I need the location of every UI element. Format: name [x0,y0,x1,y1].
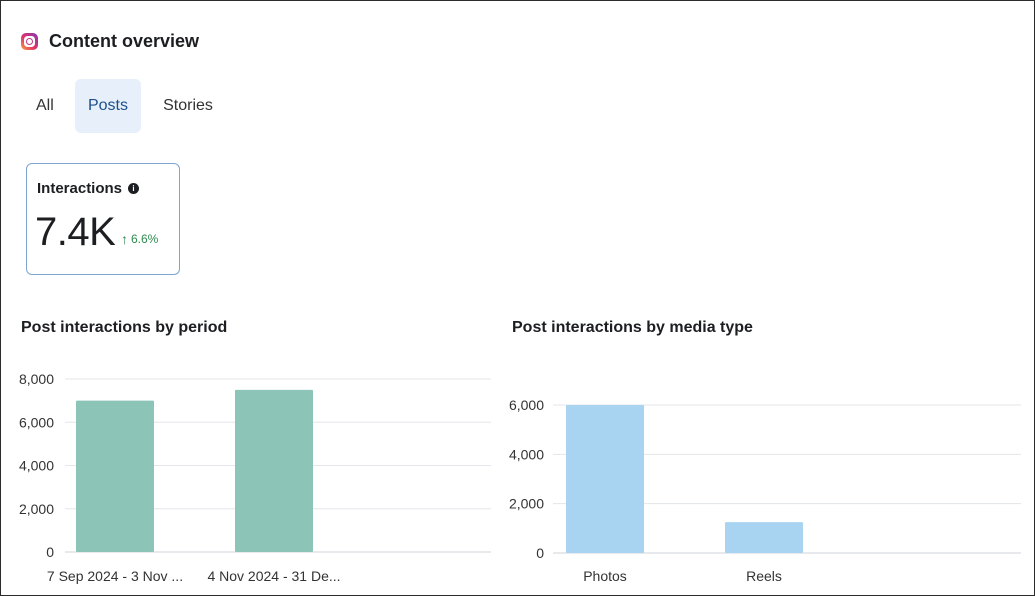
metric-label: Interactions [37,180,123,197]
period-bar-1[interactable] [235,389,313,552]
metric-label-row: Interactions i [37,180,140,197]
media-bar-chart: 0 2,000 4,000 6,000 Photos Reels [509,397,1021,584]
period-category-label-0: 7 Sep 2024 - 3 Nov ... [47,568,183,584]
media-bar-1[interactable] [725,522,803,553]
y-tick-label: 2,000 [509,496,544,512]
period-category-label-1: 4 Nov 2024 - 31 De... [207,568,340,584]
y-tick-label: 6,000 [19,414,54,430]
period-bar-chart: 0 2,000 4,000 6,000 8,000 7 Sep 2024 - 3 Nov … [19,371,491,584]
content-tabs: All Posts Stories [24,79,225,133]
metric-change-value: 6.6% [131,232,159,246]
header: Content overview [21,29,199,53]
chart-title-period: Post interactions by period [21,319,228,336]
media-category-label-1: Reels [746,568,782,584]
media-category-label-0: Photos [583,568,627,584]
y-tick-label: 0 [536,545,544,561]
y-tick-label: 8,000 [19,371,54,387]
media-bar-0[interactable] [566,405,644,553]
tab-all[interactable]: All [36,97,54,114]
tab-stories[interactable]: Stories [163,97,213,114]
metric-change: ↑ 6.6% [121,232,158,246]
y-tick-label: 2,000 [19,501,54,517]
info-icon[interactable]: i [128,183,140,194]
metric-value: 7.4K [35,210,116,254]
arrow-up-icon: ↑ [121,231,128,247]
page-title: Content overview [49,30,200,51]
period-bar-0[interactable] [76,400,154,552]
y-tick-label: 4,000 [509,446,544,462]
tab-posts[interactable]: Posts [75,79,141,133]
y-tick-label: 4,000 [19,458,54,474]
instagram-icon [21,32,38,50]
y-tick-label: 0 [46,544,54,560]
interactions-metric-card[interactable]: Interactions i 7.4K ↑ 6.6% [26,163,180,275]
y-tick-label: 6,000 [509,397,544,413]
chart-title-media: Post interactions by media type [512,319,753,336]
